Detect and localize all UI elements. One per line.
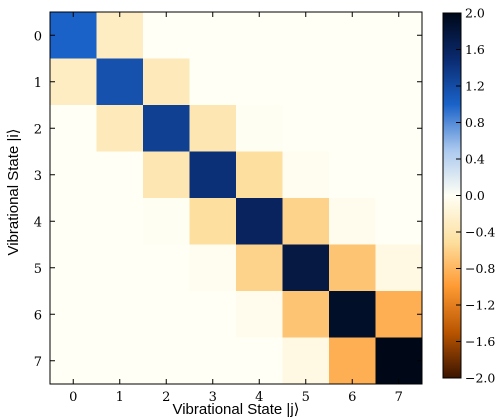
heatmap-cell <box>282 105 330 152</box>
colorbar-tick-label: −0.4 <box>465 225 495 240</box>
heatmap-cell <box>189 198 237 245</box>
heatmap-cell <box>236 244 283 292</box>
x-tick-label: 0 <box>69 390 77 405</box>
heatmap-cell <box>143 244 190 292</box>
heatmap-cell <box>282 58 330 106</box>
heatmap-cell <box>282 151 330 199</box>
heatmap-cells <box>50 12 423 385</box>
heatmap-cell <box>282 244 330 292</box>
heatmap-cell <box>96 244 144 292</box>
heatmap-cell <box>96 105 144 152</box>
y-tick-label: 0 <box>34 29 42 44</box>
heatmap-cell <box>236 58 283 106</box>
colorbar-ticks: 2.0 1.6 1.2 0.8 0.4 0.0 −0.4 −0.8 −1.2 −1.6 −2.0 <box>456 6 495 386</box>
heatmap-cell <box>189 291 237 338</box>
heatmap-cell <box>375 12 423 59</box>
y-tick-label: 5 <box>34 262 42 277</box>
x-axis-label: Vibrational State |j⟩ <box>172 401 299 418</box>
heatmap-cell <box>329 105 376 152</box>
heatmap-cell <box>329 12 376 59</box>
heatmap-cell <box>143 291 190 338</box>
colorbar-tick-label: −1.6 <box>465 334 495 349</box>
colorbar-tick-label: 0.0 <box>465 188 485 203</box>
heatmap-cell <box>50 198 97 245</box>
x-axis-ticks: 0 1 2 3 4 5 6 7 <box>69 12 403 405</box>
heatmap-cell <box>329 291 376 338</box>
heatmap-cell <box>189 12 237 59</box>
heatmap-cell <box>50 12 97 59</box>
y-axis-ticks: 0 1 2 3 4 5 6 7 <box>34 29 422 370</box>
heatmap-cell <box>375 198 423 245</box>
heatmap-cell <box>50 244 97 292</box>
heatmap-cell <box>236 12 283 59</box>
heatmap-cell <box>143 198 190 245</box>
heatmap-cell <box>96 291 144 338</box>
heatmap-cell <box>143 12 190 59</box>
y-tick-label: 6 <box>34 308 42 323</box>
heatmap-cell <box>375 151 423 199</box>
heatmap-cell <box>189 58 237 106</box>
x-tick-label: 6 <box>348 390 356 405</box>
y-tick-label: 1 <box>34 76 42 91</box>
heatmap-cell <box>189 337 237 385</box>
heatmap-cell <box>375 337 423 385</box>
x-tick-label: 4 <box>255 390 263 405</box>
heatmap-cell <box>329 244 376 292</box>
heatmap-cell <box>375 58 423 106</box>
heatmap-cell <box>329 337 376 385</box>
heatmap-cell <box>236 198 283 245</box>
heatmap-cell <box>282 291 330 338</box>
heatmap-cell <box>189 105 237 152</box>
heatmap-cell <box>143 58 190 106</box>
heatmap-cell <box>50 151 97 199</box>
heatmap-cell <box>96 58 144 106</box>
x-tick-label: 7 <box>395 390 403 405</box>
heatmap-cell <box>50 58 97 106</box>
heatmap-cell <box>329 151 376 199</box>
heatmap-cell <box>96 337 144 385</box>
heatmap-cell <box>282 198 330 245</box>
heatmap-cell <box>143 151 190 199</box>
heatmap-cell <box>236 105 283 152</box>
x-tick-label: 3 <box>209 390 217 405</box>
heatmap-cell <box>329 58 376 106</box>
heatmap-cell <box>143 337 190 385</box>
heatmap-cell <box>189 151 237 199</box>
y-tick-label: 7 <box>34 355 42 370</box>
heatmap-cell <box>375 291 423 338</box>
heatmap-cell <box>329 198 376 245</box>
heatmap-cell <box>282 12 330 59</box>
colorbar-tick-label: 2.0 <box>465 6 485 21</box>
colorbar-tick-label: −0.8 <box>465 261 495 276</box>
heatmap-cell <box>50 291 97 338</box>
heatmap-cell <box>96 198 144 245</box>
heatmap-cell <box>282 337 330 385</box>
plot-frame <box>49 11 423 385</box>
colorbar-tick-label: −2.0 <box>465 371 495 386</box>
colorbar-tick-label: 0.8 <box>465 115 485 130</box>
heatmap-cell <box>236 337 283 385</box>
heatmap-cell <box>236 291 283 338</box>
x-tick-label: 5 <box>302 390 310 405</box>
heatmap-cell <box>375 105 423 152</box>
colorbar-tick-label: −1.2 <box>465 298 495 313</box>
y-tick-label: 2 <box>34 122 42 137</box>
colorbar-tick-label: 1.2 <box>465 79 485 94</box>
x-tick-label: 2 <box>162 390 170 405</box>
y-axis-label: Vibrational State |i⟩ <box>5 128 22 255</box>
heatmap-cell <box>96 12 144 59</box>
heatmap-cell <box>375 244 423 292</box>
heatmap-cell <box>189 244 237 292</box>
heatmap-cell <box>236 151 283 199</box>
heatmap-cell <box>143 105 190 152</box>
heatmap-cell <box>50 105 97 152</box>
colorbar-tick-label: 1.6 <box>465 42 485 57</box>
colorbar-tick-label: 0.4 <box>465 152 485 167</box>
y-tick-label: 4 <box>34 215 42 230</box>
heatmap-cell <box>96 151 144 199</box>
heatmap-cell <box>50 337 97 385</box>
x-tick-label: 1 <box>116 390 124 405</box>
y-tick-label: 3 <box>34 169 42 184</box>
